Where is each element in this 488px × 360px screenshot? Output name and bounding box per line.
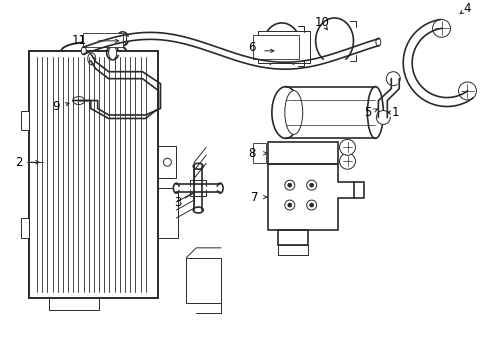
Bar <box>277 245 307 255</box>
Bar <box>29 51 158 298</box>
Bar <box>190 180 206 196</box>
Circle shape <box>342 142 352 152</box>
Bar <box>252 143 265 163</box>
Circle shape <box>306 200 316 210</box>
Bar <box>186 258 221 302</box>
Circle shape <box>339 139 355 155</box>
Circle shape <box>284 180 294 190</box>
Ellipse shape <box>217 183 223 193</box>
Text: 3: 3 <box>174 195 182 208</box>
Circle shape <box>284 200 294 210</box>
Ellipse shape <box>284 91 302 134</box>
Bar <box>158 188 178 238</box>
Bar <box>82 33 122 47</box>
Circle shape <box>435 22 447 34</box>
Ellipse shape <box>271 87 299 138</box>
Circle shape <box>342 156 352 166</box>
Circle shape <box>458 82 475 100</box>
Bar <box>21 111 29 130</box>
Text: 4: 4 <box>462 3 470 15</box>
Circle shape <box>386 72 400 86</box>
Circle shape <box>287 183 291 187</box>
Circle shape <box>309 183 313 187</box>
Ellipse shape <box>387 75 397 83</box>
Ellipse shape <box>173 183 179 193</box>
Circle shape <box>309 203 313 207</box>
Circle shape <box>163 158 171 166</box>
Bar <box>21 218 29 238</box>
Text: 1: 1 <box>391 106 398 119</box>
Bar <box>257 31 309 63</box>
Bar <box>49 298 99 310</box>
Ellipse shape <box>378 113 387 121</box>
Bar <box>158 146 176 178</box>
Circle shape <box>432 19 449 37</box>
Ellipse shape <box>375 38 380 46</box>
Bar <box>267 142 337 164</box>
Ellipse shape <box>366 87 383 138</box>
Bar <box>252 35 298 59</box>
Text: 7: 7 <box>251 190 258 204</box>
Text: 2: 2 <box>15 156 23 169</box>
Circle shape <box>306 180 316 190</box>
Circle shape <box>376 111 389 125</box>
Text: 6: 6 <box>248 41 255 54</box>
Circle shape <box>287 203 291 207</box>
Bar <box>277 230 307 245</box>
Text: 10: 10 <box>314 17 328 30</box>
Ellipse shape <box>193 207 203 213</box>
Circle shape <box>339 153 355 169</box>
Text: 11: 11 <box>71 34 86 48</box>
Text: 5: 5 <box>363 106 370 119</box>
Ellipse shape <box>87 53 96 65</box>
Ellipse shape <box>119 32 126 46</box>
Text: 8: 8 <box>248 147 255 160</box>
Ellipse shape <box>73 96 84 104</box>
Ellipse shape <box>108 46 116 60</box>
Ellipse shape <box>81 47 86 55</box>
Circle shape <box>461 85 472 97</box>
Text: 9: 9 <box>52 100 60 113</box>
Ellipse shape <box>193 163 203 169</box>
